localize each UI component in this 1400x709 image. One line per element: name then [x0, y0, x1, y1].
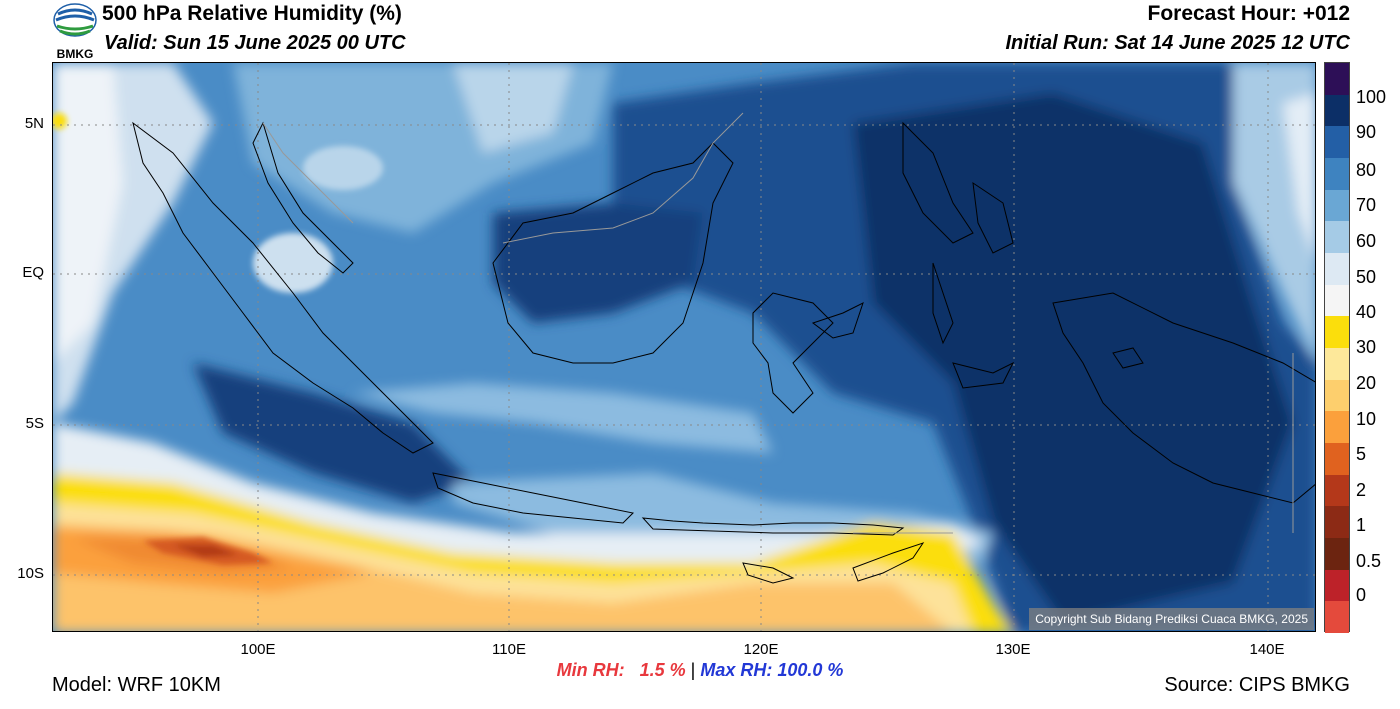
colorbar-cell: [1325, 63, 1349, 95]
lon-label-120e: 120E: [743, 641, 779, 658]
humidity-map: Copyright Sub Bidang Prediksi Cuaca BMKG…: [52, 62, 1316, 632]
lat-label-5n: 5N: [24, 115, 44, 132]
lon-label-130e: 130E: [995, 641, 1031, 658]
colorbar-cell: [1325, 379, 1349, 412]
colorbar-cell: [1325, 347, 1349, 380]
colorbar-cell: [1325, 252, 1349, 285]
logo-text: BMKG: [57, 47, 94, 60]
colorbar-label: 100: [1356, 87, 1387, 107]
humidity-field: [53, 63, 1315, 631]
colorbar-cell: [1325, 506, 1349, 538]
bmkg-logo: BMKG: [52, 2, 98, 61]
chart-title: 500 hPa Relative Humidity (%): [102, 2, 402, 25]
colorbar-label: 80: [1356, 160, 1377, 180]
data-source: Source: CIPS BMKG: [1164, 674, 1350, 696]
coastlines: [132, 121, 1315, 584]
colorbar-cell: [1325, 411, 1349, 443]
initial-run: Initial Run: Sat 14 June 2025 12 UTC: [1005, 32, 1350, 54]
colorbar-cell: [1325, 569, 1349, 602]
stats-separator: |: [690, 660, 696, 680]
colorbar-cell: [1325, 221, 1349, 253]
colorbar-cell: [1325, 189, 1349, 222]
colorbar-cell: [1325, 601, 1349, 633]
forecast-hour: Forecast Hour: +012: [1147, 2, 1351, 25]
max-rh-value: 100.0 %: [777, 660, 844, 680]
colorbar-cell: [1325, 126, 1349, 158]
colorbar-cell: [1325, 442, 1349, 475]
colorbar-cell: [1325, 94, 1349, 127]
rh-stats: Min RH: 1.5 % | Max RH: 100.0 %: [0, 660, 1400, 681]
colorbar-cell: [1325, 157, 1349, 190]
lon-label-100e: 100E: [240, 641, 276, 658]
colorbar-label: 2: [1356, 480, 1367, 500]
colorbar-label: 0.5: [1356, 551, 1382, 571]
colorbar-label: 0: [1356, 585, 1367, 605]
colorbar: [1324, 62, 1350, 633]
colorbar-label: 40: [1356, 302, 1377, 322]
colorbar-cell: [1325, 284, 1349, 317]
colorbar-label: 1: [1356, 515, 1367, 535]
max-rh-label: Max RH:: [700, 660, 773, 680]
colorbar-label: 10: [1356, 409, 1377, 429]
colorbar-cell: [1325, 474, 1349, 507]
colorbar-label: 70: [1356, 195, 1377, 215]
lat-label-5s: 5S: [25, 415, 44, 432]
valid-time: Valid: Sun 15 June 2025 00 UTC: [104, 32, 406, 54]
lat-label-10s: 10S: [17, 565, 44, 582]
lat-label-eq: EQ: [22, 264, 44, 281]
min-rh-value: 1.5 %: [639, 660, 686, 680]
copyright-notice: Copyright Sub Bidang Prediksi Cuaca BMKG…: [1029, 608, 1314, 630]
min-rh-label: Min RH:: [556, 660, 625, 680]
colorbar-label: 30: [1356, 337, 1377, 357]
model-name: Model: WRF 10KM: [52, 674, 221, 696]
colorbar-cell: [1325, 316, 1349, 348]
colorbar-label: 60: [1356, 231, 1377, 251]
colorbar-label: 5: [1356, 444, 1367, 464]
lon-label-140e: 140E: [1249, 641, 1285, 658]
lon-label-110e: 110E: [492, 641, 526, 658]
colorbar-label: 50: [1356, 267, 1377, 287]
colorbar-cell: [1325, 537, 1349, 570]
colorbar-label: 20: [1356, 373, 1377, 393]
colorbar-label: 90: [1356, 122, 1377, 142]
